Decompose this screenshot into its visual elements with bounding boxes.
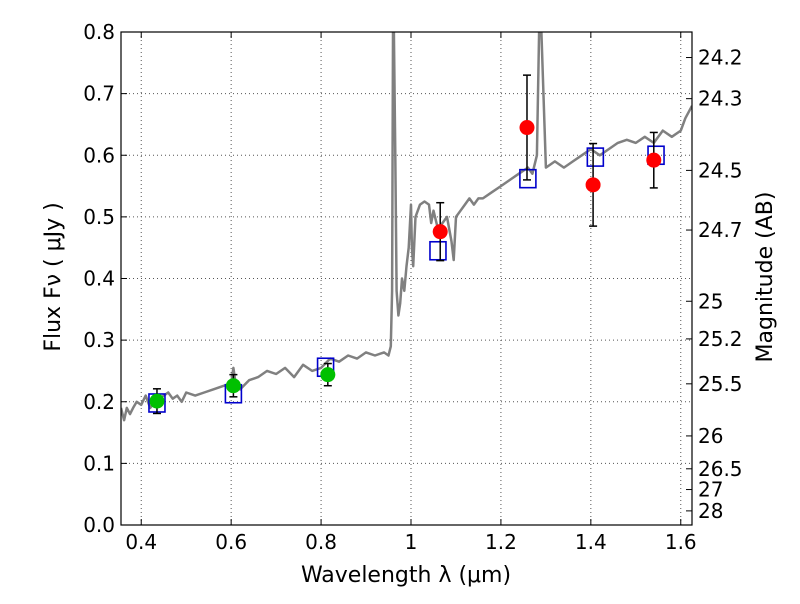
magnitude-tick-label: 24.2	[698, 46, 743, 70]
y-axis-label: Flux Fν ( μJy )	[41, 202, 66, 351]
red-marker	[646, 152, 662, 168]
magnitude-tick-label: 25.2	[698, 327, 743, 351]
data-points-layer	[148, 74, 665, 415]
magnitude-tick-label: 27	[698, 478, 723, 502]
model-photometry-box	[519, 168, 537, 189]
x-tick-label: 1	[405, 530, 418, 554]
red-point	[585, 142, 601, 227]
axes-ticks: 0.4 0.6 0.8 1 1.2 1.4 1.6 0.0 0.1 0.2 0.3 0.4 0.5 0.6…	[83, 20, 742, 554]
green-point	[225, 373, 241, 398]
y-tick-label: 0.6	[83, 143, 115, 167]
red-point	[519, 74, 535, 181]
magnitude-tick-label: 25	[698, 289, 723, 313]
red-marker	[585, 177, 601, 193]
y-tick-label: 0.1	[83, 451, 115, 475]
y-tick-label: 0.0	[83, 513, 115, 537]
x-tick-label: 0.4	[125, 530, 157, 554]
green-point	[320, 362, 336, 387]
green-marker	[225, 378, 241, 394]
red-point	[646, 131, 662, 189]
model-photometry-box	[586, 147, 605, 167]
magnitude-tick-label: 26.5	[698, 457, 743, 481]
green-marker	[149, 393, 165, 409]
x-tick-label: 0.6	[215, 530, 247, 554]
green-point	[149, 388, 165, 415]
model-photometry-box	[429, 240, 447, 261]
model-spectrum-line	[121, 32, 692, 422]
x-tick-label: 1.4	[575, 530, 607, 554]
magnitude-tick-label: 26	[698, 424, 723, 448]
y-tick-label: 0.7	[83, 82, 115, 106]
magnitude-tick-label: 24.7	[698, 218, 743, 242]
x-tick-label: 1.6	[665, 530, 697, 554]
y-tick-label: 0.4	[83, 267, 115, 291]
magnitude-tick-label: 28	[698, 499, 723, 523]
green-marker	[320, 367, 336, 383]
magnitude-tick-label: 25.5	[698, 372, 743, 396]
model-spectrum-layer	[121, 32, 692, 422]
x-tick-label: 0.8	[305, 530, 337, 554]
red-marker	[519, 120, 535, 136]
x-tick-label: 1.2	[485, 530, 517, 554]
magnitude-axis-label: Magnitude (AB)	[753, 192, 778, 363]
magnitude-tick-label: 24.3	[698, 87, 743, 111]
red-point	[432, 201, 448, 262]
y-tick-label: 0.5	[83, 205, 115, 229]
y-tick-label: 0.2	[83, 390, 115, 414]
red-marker	[432, 224, 448, 240]
x-axis-label: Wavelength λ (μm)	[301, 563, 511, 588]
y-tick-label: 0.3	[83, 328, 115, 352]
magnitude-tick-label: 24.5	[698, 158, 743, 182]
y-tick-label: 0.8	[83, 20, 115, 44]
